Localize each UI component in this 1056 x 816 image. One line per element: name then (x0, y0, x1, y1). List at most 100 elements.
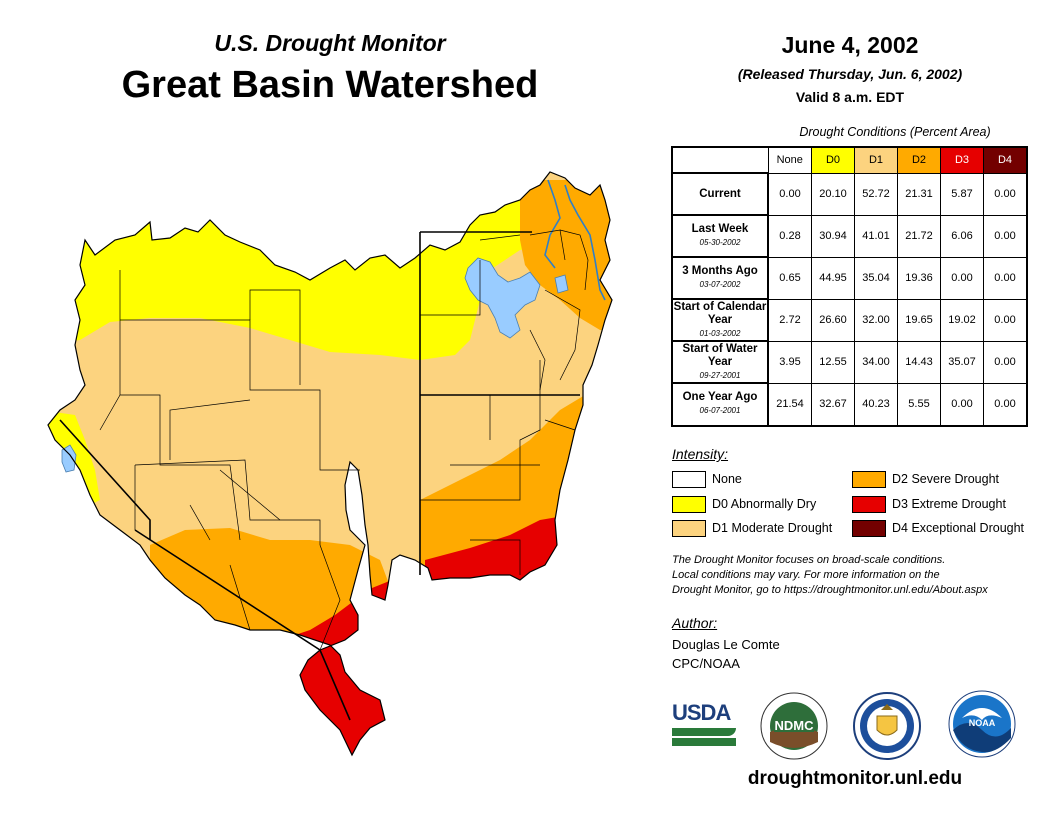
table-cell: 0.00 (940, 382, 984, 426)
row-label: One Year Ago 06-07-2001 (671, 382, 769, 426)
map-date: June 4, 2002 (781, 32, 919, 58)
table-row: 3 Months Ago 03-07-2002 0.65 44.95 35.04 19.3… (671, 256, 1028, 300)
row-label-text: 3 Months Ago (682, 265, 758, 277)
table-cell: 0.00 (983, 298, 1028, 342)
note-line: Local conditions may vary. For more info… (672, 569, 940, 581)
legend-swatch-d0 (672, 496, 706, 514)
legend-label: D2 Severe Drought (892, 472, 1000, 486)
legend-label: D0 Abnormally Dry (712, 497, 817, 511)
table-row: Last Week 05-30-2002 0.28 30.94 41.01 21.72 6.… (671, 214, 1028, 258)
table-cell: 0.00 (983, 382, 1028, 426)
legend-item-d4: D4 Exceptional Drought (852, 520, 1024, 538)
table-cell: 34.00 (854, 340, 898, 384)
table-cell: 6.06 (940, 214, 984, 258)
table-cell: 14.43 (897, 340, 941, 384)
table-cell: 35.07 (940, 340, 984, 384)
row-date: 05-30-2002 (699, 238, 741, 247)
table-row: One Year Ago 06-07-2001 21.54 32.67 40.23 5.5… (671, 382, 1028, 426)
d2-area-south (150, 528, 395, 640)
usda-logo-wave (672, 738, 736, 746)
bear-river (544, 179, 606, 301)
pyramid-lake (61, 444, 77, 473)
table-cell: 2.72 (767, 298, 812, 342)
legend-swatch-d3 (852, 496, 886, 514)
table-cell: 19.36 (897, 256, 941, 300)
legend-heading: Intensity: (672, 446, 729, 462)
col-header-none: None (767, 146, 812, 174)
website-link[interactable]: droughtmonitor.unl.edu (747, 768, 963, 789)
table-cell: 21.72 (897, 214, 941, 258)
table-row: Start of Calendar Year 01-03-2002 2.72 26.6… (671, 298, 1028, 342)
row-label-text: Start of Calendar Year (673, 300, 767, 326)
map-subtitle: U.S. Drought Monitor (214, 30, 446, 56)
row-date: 01-03-2002 (699, 328, 741, 338)
table-cell: 40.23 (854, 382, 898, 426)
row-label: Start of Calendar Year 01-03-2002 (671, 298, 769, 342)
table-row: Start of Water Year 09-27-2001 3.95 12.55 34… (671, 340, 1028, 384)
row-date: 09-27-2001 (699, 370, 741, 380)
noaa-logo: NOAA (948, 690, 1016, 758)
table-cell: 5.87 (940, 172, 984, 216)
table-cell: 32.67 (811, 382, 855, 426)
legend-label: D1 Moderate Drought (712, 521, 833, 535)
row-label-text: Current (699, 187, 741, 200)
legend-item-d1: D1 Moderate Drought (672, 520, 833, 538)
table-cell: 20.10 (811, 172, 855, 216)
table-caption: Drought Conditions (Percent Area) (799, 125, 991, 139)
author-org: CPC/NOAA (672, 656, 740, 671)
table-cell: 0.00 (940, 256, 984, 300)
table-cell: 0.00 (983, 214, 1028, 258)
basin-outline (47, 171, 613, 757)
legend-swatch-d1 (672, 520, 706, 538)
row-date: 03-07-2002 (699, 280, 741, 289)
usda-logo-text: USDA (672, 700, 731, 725)
table-cell: 0.28 (767, 214, 812, 258)
legend-swatch-d2 (852, 471, 886, 489)
table-cell: 32.00 (854, 298, 898, 342)
row-label-text: Last Week (691, 223, 749, 235)
legend-item-d3: D3 Extreme Drought (852, 496, 1006, 514)
col-header-d0: D0 (811, 146, 855, 174)
legend-label: None (712, 472, 742, 486)
note-line: Drought Monitor, go to https://droughtmo… (672, 584, 988, 596)
row-label: 3 Months Ago 03-07-2002 (671, 256, 769, 300)
author-heading: Author: (672, 615, 718, 631)
table-row: Current 0.00 20.10 52.72 21.31 5.87 0.00 (671, 172, 1028, 216)
row-label-text: One Year Ago (682, 391, 758, 404)
table-cell: 3.95 (767, 340, 812, 384)
table-cell: 0.00 (983, 256, 1028, 300)
col-header-d2: D2 (897, 146, 941, 174)
utah-lake (554, 274, 569, 294)
table-cell: 0.65 (767, 256, 812, 300)
table-cell: 0.00 (983, 172, 1028, 216)
table-cell: 0.00 (983, 340, 1028, 384)
table-cell: 12.55 (811, 340, 855, 384)
table-cell: 35.04 (854, 256, 898, 300)
row-label: Start of Water Year 09-27-2001 (671, 340, 769, 384)
table-cell: 44.95 (811, 256, 855, 300)
map-title: Great Basin Watershed (121, 64, 539, 106)
note-line: The Drought Monitor focuses on broad-sca… (672, 554, 946, 566)
row-date: 06-07-2001 (699, 406, 741, 416)
usda-logo-wave (672, 728, 736, 736)
noaa-logo-text: NOAA (969, 718, 996, 728)
ndmc-logo-text: NDMC (775, 718, 815, 733)
legend-item-none: None (672, 471, 742, 489)
table-cell: 52.72 (854, 172, 898, 216)
commerce-seal (853, 692, 921, 760)
disclaimer-note: The Drought Monitor focuses on broad-sca… (672, 553, 1042, 598)
col-header-d4: D4 (983, 146, 1028, 174)
legend-label: D3 Extreme Drought (892, 497, 1006, 511)
table-cell: 21.31 (897, 172, 941, 216)
legend-swatch-d4 (852, 520, 886, 538)
col-header-d3: D3 (940, 146, 984, 174)
table-cell: 30.94 (811, 214, 855, 258)
drought-areas (48, 172, 612, 755)
d2-area-northeast (520, 180, 612, 330)
row-label: Current (671, 172, 769, 216)
row-label-text: Start of Water Year (682, 342, 758, 368)
table-cell: 41.01 (854, 214, 898, 258)
ndmc-logo: NDMC (760, 692, 828, 760)
legend-swatch-none (672, 471, 706, 489)
col-header-d1: D1 (854, 146, 898, 174)
